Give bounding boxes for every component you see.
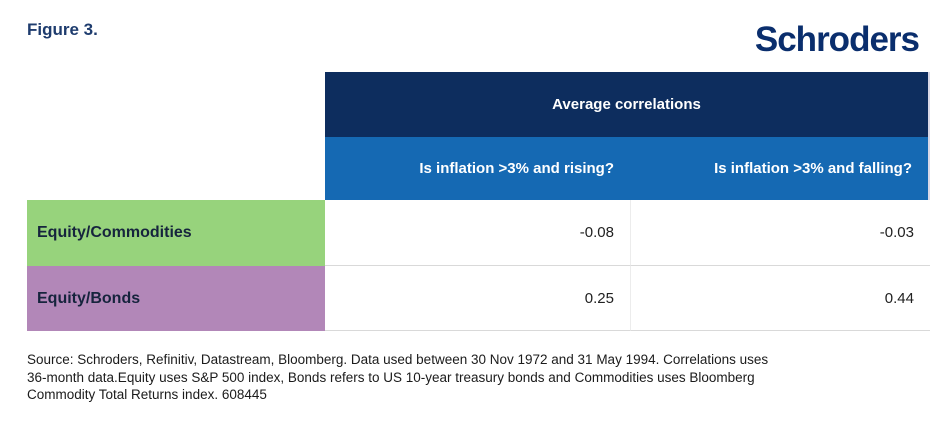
value-equity-commodities-rising: -0.08: [325, 200, 630, 266]
table-title-cell: Average correlations: [325, 72, 930, 137]
figure-label: Figure 3.: [27, 20, 98, 39]
source-note-line: 36-month data.Equity uses S&P 500 index,…: [27, 369, 755, 385]
source-note-line: Source: Schroders, Refinitiv, Datastream…: [27, 352, 769, 367]
correlations-table: Average correlations Is inflation >3% an…: [27, 72, 930, 331]
schroders-logo: Schroders: [754, 20, 920, 59]
value-equity-bonds-rising: 0.25: [325, 266, 630, 331]
value-equity-bonds-falling: 0.44: [630, 266, 930, 331]
row-label-equity-commodities: Equity/Commodities: [27, 200, 325, 266]
source-note-line: Commodity Total Returns index. 608445: [27, 387, 267, 402]
value-equity-commodities-falling: -0.03: [630, 200, 930, 266]
source-note: Source: Schroders, Refinitiv, Datastream…: [27, 351, 768, 404]
column-header-rising: Is inflation >3% and rising?: [325, 137, 630, 200]
table-corner-spacer: [27, 72, 325, 137]
column-header-falling: Is inflation >3% and falling?: [630, 137, 930, 200]
row-label-equity-bonds: Equity/Bonds: [27, 266, 325, 331]
table-corner-spacer: [27, 137, 325, 200]
